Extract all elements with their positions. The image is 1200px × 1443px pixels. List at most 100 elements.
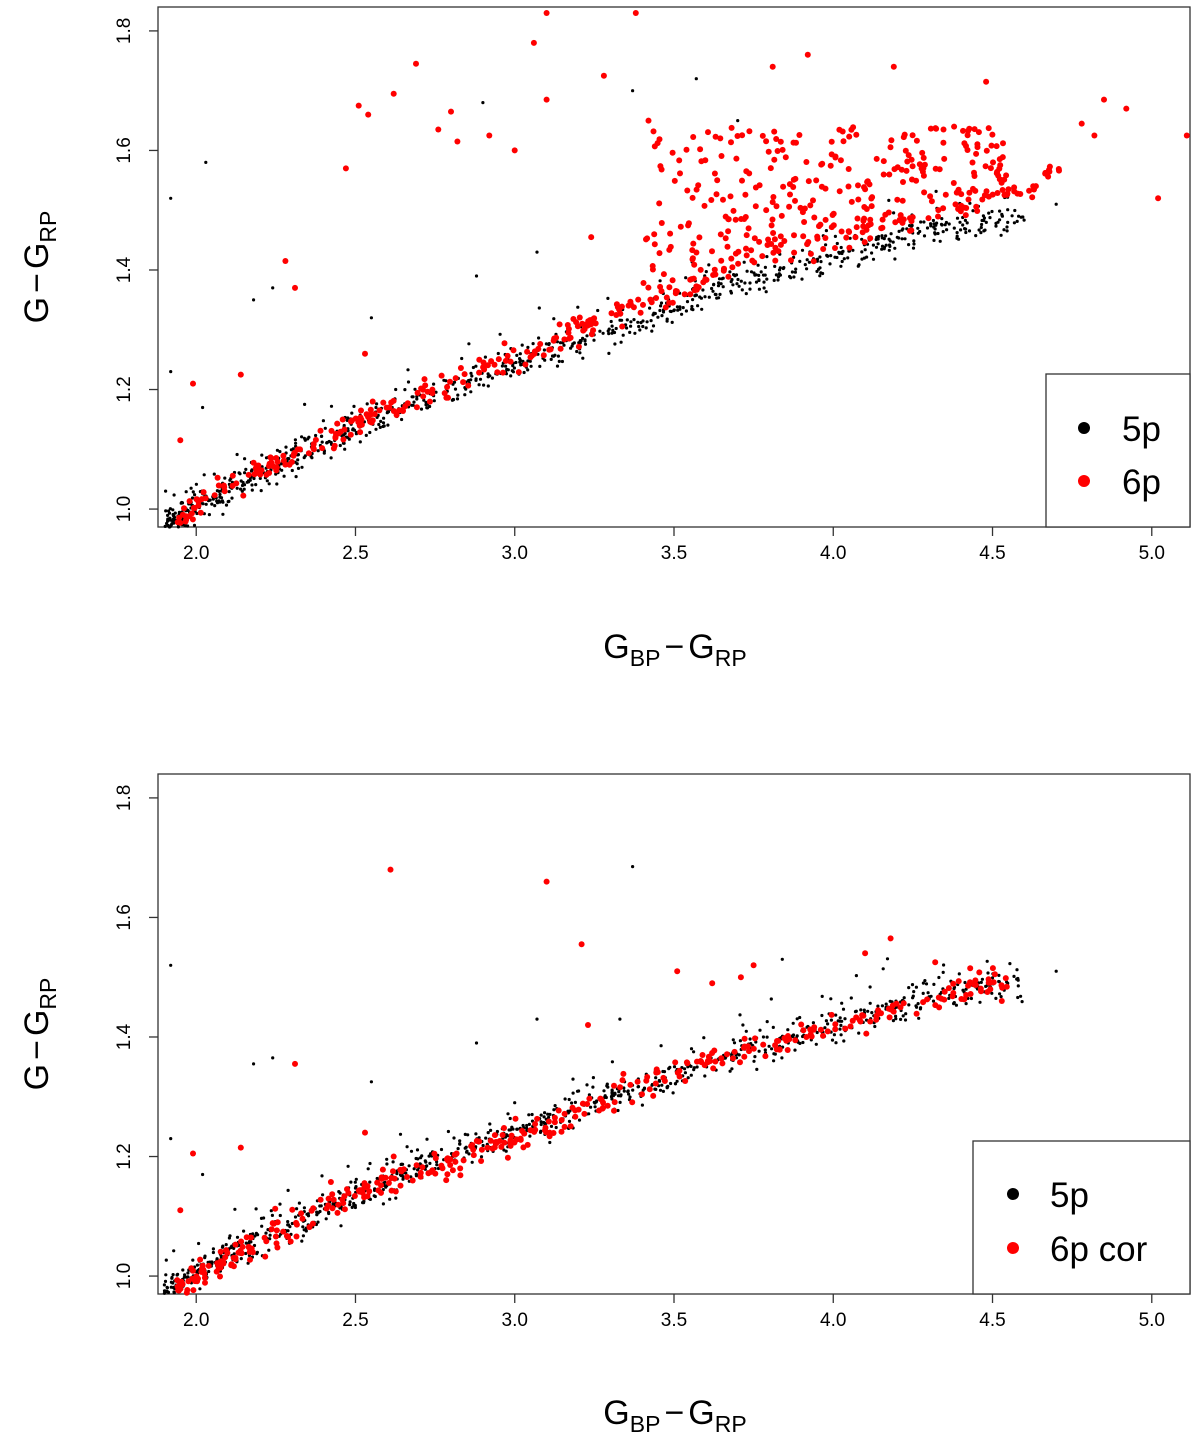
data-point	[330, 1196, 337, 1203]
data-point	[602, 1089, 606, 1093]
data-point	[571, 1091, 575, 1095]
data-point	[425, 1170, 432, 1177]
data-point	[660, 271, 667, 278]
data-point	[250, 483, 254, 487]
data-point	[654, 1076, 658, 1080]
data-point	[374, 427, 378, 431]
data-point	[832, 1026, 839, 1033]
data-point	[743, 252, 750, 259]
data-point	[601, 331, 605, 335]
data-point	[373, 1194, 377, 1199]
data-point	[383, 404, 390, 411]
data-point	[466, 1133, 470, 1137]
data-point	[729, 280, 733, 284]
data-point	[777, 233, 784, 240]
data-point	[625, 326, 629, 330]
data-point	[554, 1125, 558, 1130]
data-point	[215, 1257, 219, 1261]
data-point	[353, 1180, 357, 1184]
data-point	[861, 204, 868, 210]
data-point	[280, 452, 287, 459]
data-point	[628, 1095, 632, 1099]
data-point	[329, 404, 334, 408]
data-points	[162, 865, 1058, 1296]
data-point	[980, 222, 984, 227]
data-point	[369, 398, 376, 405]
data-point	[661, 310, 666, 314]
data-point	[606, 296, 610, 300]
data-point	[663, 294, 670, 301]
data-point	[696, 234, 703, 241]
data-point	[817, 221, 824, 228]
data-point	[1010, 214, 1014, 218]
data-point	[476, 369, 483, 376]
legend: 5p 6p cor	[972, 1140, 1191, 1295]
data-point	[612, 330, 617, 335]
outlier-point	[1123, 105, 1130, 112]
data-point	[673, 1082, 678, 1086]
data-point	[830, 222, 837, 229]
outlier-point	[600, 72, 607, 79]
data-point	[876, 242, 880, 246]
data-point	[656, 200, 663, 207]
data-point	[432, 399, 436, 403]
data-point	[515, 353, 519, 357]
data-point	[770, 1047, 774, 1051]
x-axis-title: GBP − GRP	[603, 1394, 746, 1437]
data-point	[633, 331, 637, 335]
data-point	[401, 1175, 405, 1179]
data-point	[996, 220, 1000, 224]
data-point	[223, 476, 227, 480]
data-point	[489, 1145, 496, 1152]
data-point	[425, 1137, 429, 1141]
data-point	[255, 462, 262, 469]
data-point	[882, 211, 889, 218]
data-point	[800, 1027, 807, 1034]
data-point	[425, 406, 430, 410]
data-point	[224, 1243, 228, 1247]
data-point	[294, 446, 301, 453]
data-point	[979, 196, 986, 203]
data-point	[394, 1196, 398, 1200]
data-point	[973, 203, 980, 210]
data-point	[293, 1221, 300, 1228]
data-point	[767, 165, 774, 172]
outlier-point	[190, 1150, 196, 1157]
outlier-point	[369, 1080, 373, 1084]
data-point	[210, 502, 214, 506]
data-point	[718, 292, 722, 296]
data-point	[539, 1129, 543, 1133]
data-point	[551, 1114, 558, 1121]
data-point	[824, 1019, 829, 1023]
data-point	[955, 216, 960, 220]
data-point	[834, 1013, 838, 1017]
data-point	[656, 315, 660, 319]
data-point	[827, 162, 834, 169]
data-point	[700, 307, 704, 311]
data-point	[981, 214, 986, 218]
data-point	[563, 1097, 567, 1101]
data-point	[659, 301, 664, 305]
data-point	[303, 402, 307, 406]
data-point	[396, 407, 403, 414]
data-point	[676, 157, 683, 164]
data-point	[176, 525, 180, 529]
data-point	[521, 1123, 525, 1128]
data-point	[369, 417, 376, 424]
data-point	[537, 306, 541, 310]
data-point	[941, 230, 945, 234]
data-point	[507, 358, 514, 365]
data-point	[566, 1109, 570, 1113]
y-tick-label: 1.6	[114, 904, 135, 930]
data-point	[832, 1021, 839, 1028]
data-point	[707, 295, 711, 299]
y-axis: 1.01.21.41.61.8 G−GRP	[18, 18, 158, 522]
data-point	[854, 215, 861, 222]
data-point	[334, 1209, 341, 1216]
data-point	[648, 306, 652, 310]
data-point	[616, 1094, 621, 1098]
data-point	[923, 979, 927, 983]
data-point	[575, 343, 582, 350]
data-point	[605, 1084, 609, 1088]
data-point	[854, 974, 859, 978]
